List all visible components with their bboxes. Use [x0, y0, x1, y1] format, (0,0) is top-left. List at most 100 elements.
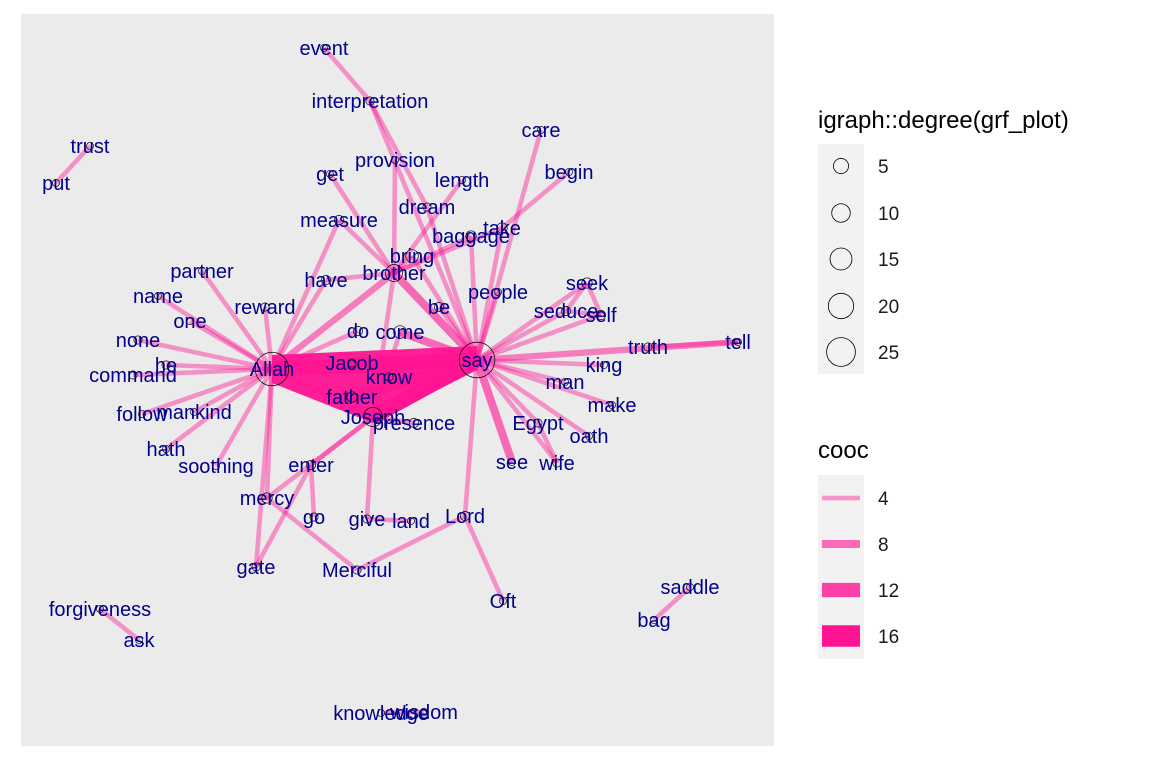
edge-brother-length — [392, 178, 464, 275]
edge-seduce-self — [565, 308, 602, 318]
node-label-mankind: mankind — [156, 402, 232, 424]
node-event — [320, 44, 328, 52]
edge-allah-reward — [262, 306, 275, 370]
legend-edge-key-12 — [822, 582, 860, 598]
legend-edge-title: cooc — [818, 437, 869, 464]
edge-enter-go — [308, 464, 317, 518]
node-label-reward: reward — [234, 297, 295, 319]
edge-take-begin — [500, 170, 571, 230]
node-name — [154, 292, 162, 300]
node-wife — [552, 458, 562, 468]
node-egypt — [533, 418, 543, 428]
edge-allah-partner — [200, 269, 274, 371]
node-label-come: come — [376, 322, 425, 344]
node-label-partner: partner — [170, 261, 234, 283]
node-label-joseph: Joseph — [341, 407, 406, 429]
node-label-mercy: mercy — [240, 488, 294, 510]
node-label-king: king — [586, 355, 623, 377]
edge-say-care — [474, 129, 544, 361]
node-label-name: name — [133, 286, 183, 308]
legend-edge-label-16: 16 — [878, 627, 899, 648]
node-see — [508, 458, 516, 466]
legend-edge-key-8 — [822, 540, 860, 548]
legend-edge-key-4 — [822, 495, 860, 501]
edge-joseph-enter — [309, 415, 375, 467]
edge-egypt-wife — [535, 422, 560, 464]
node-label-saddle: saddle — [661, 577, 720, 599]
node-saddle — [686, 583, 694, 591]
edge-allah-follow — [141, 366, 273, 417]
node-label-get: get — [316, 164, 344, 186]
node-self — [595, 310, 606, 321]
node-soothing — [212, 462, 220, 470]
node-father — [346, 391, 358, 403]
node-ask — [135, 636, 143, 644]
edge-joseph-give — [364, 416, 376, 520]
node-mercy — [261, 492, 273, 504]
edge-forgiveness-ask — [98, 607, 141, 642]
node-lord — [460, 511, 471, 522]
node-label-say: say — [461, 350, 492, 372]
node-label-know: know — [366, 367, 413, 389]
node-bag — [650, 616, 658, 624]
node-enter — [306, 460, 317, 471]
node-length — [458, 176, 466, 184]
node-label-people: people — [468, 282, 528, 304]
edge-brother-take — [393, 225, 503, 276]
node-label-bag: bag — [637, 610, 670, 632]
node-label-tell: tell — [725, 332, 751, 354]
node-label-dream: dream — [399, 197, 456, 219]
legend-edge-label-4: 4 — [878, 489, 889, 510]
edge-allah-have — [270, 278, 328, 371]
node-forgiveness — [96, 605, 104, 613]
node-trust — [86, 142, 94, 150]
node-provision — [391, 156, 399, 164]
nodes-layer — [52, 44, 742, 717]
edge-allah-hath — [164, 367, 274, 451]
edge-allah-gate — [253, 368, 275, 568]
edge-trust-put — [54, 144, 92, 185]
node-do — [353, 326, 364, 337]
legend-edge-label-12: 12 — [878, 581, 899, 602]
node-label-bring: bring — [390, 246, 434, 268]
edge-say-seduce — [475, 308, 568, 363]
node-label-care: care — [522, 120, 561, 142]
node-merciful — [352, 565, 362, 575]
node-gate — [251, 562, 261, 572]
node-label-put: put — [42, 173, 70, 195]
legend-size-key-15 — [829, 247, 853, 271]
node-label-hath: hath — [147, 439, 186, 461]
legend-size-title: igraph::degree(grf_plot) — [818, 107, 1069, 134]
legend-edge: cooc 4 8 12 16 — [818, 437, 899, 659]
legend-size-label-25: 25 — [878, 343, 899, 364]
edge-allah-measure — [269, 219, 342, 370]
edge-allah-soothing — [214, 367, 274, 468]
node-people — [494, 288, 502, 296]
node-dream — [422, 202, 432, 212]
edge-brother-measure — [337, 218, 396, 275]
node-label-man: man — [546, 372, 585, 394]
legend-size-label-10: 10 — [878, 204, 899, 225]
node-label-father: father — [326, 387, 377, 409]
edge-brother-have — [325, 270, 395, 283]
legend-size-key-20 — [827, 292, 855, 320]
edge-allah-one — [188, 319, 274, 371]
node-label-truth: truth — [628, 337, 668, 359]
node-label-enter: enter — [288, 455, 334, 477]
edge-brother-provision — [391, 159, 398, 274]
edge-interpretation-dream — [367, 99, 430, 209]
edge-lord-oft — [462, 515, 506, 602]
edge-knowledge-wisdom — [380, 709, 425, 716]
node-label-land: land — [392, 511, 430, 533]
edge-say-man — [476, 357, 566, 385]
node-seek — [581, 277, 593, 289]
edge-allah-mankind — [192, 366, 274, 415]
node-label-see: see — [496, 452, 528, 474]
node-make — [608, 401, 616, 409]
node-label-seduce: seduce — [534, 301, 599, 323]
edge-allah-he — [165, 362, 273, 372]
node-label-measure: measure — [300, 210, 378, 232]
node-label-length: length — [435, 170, 490, 192]
